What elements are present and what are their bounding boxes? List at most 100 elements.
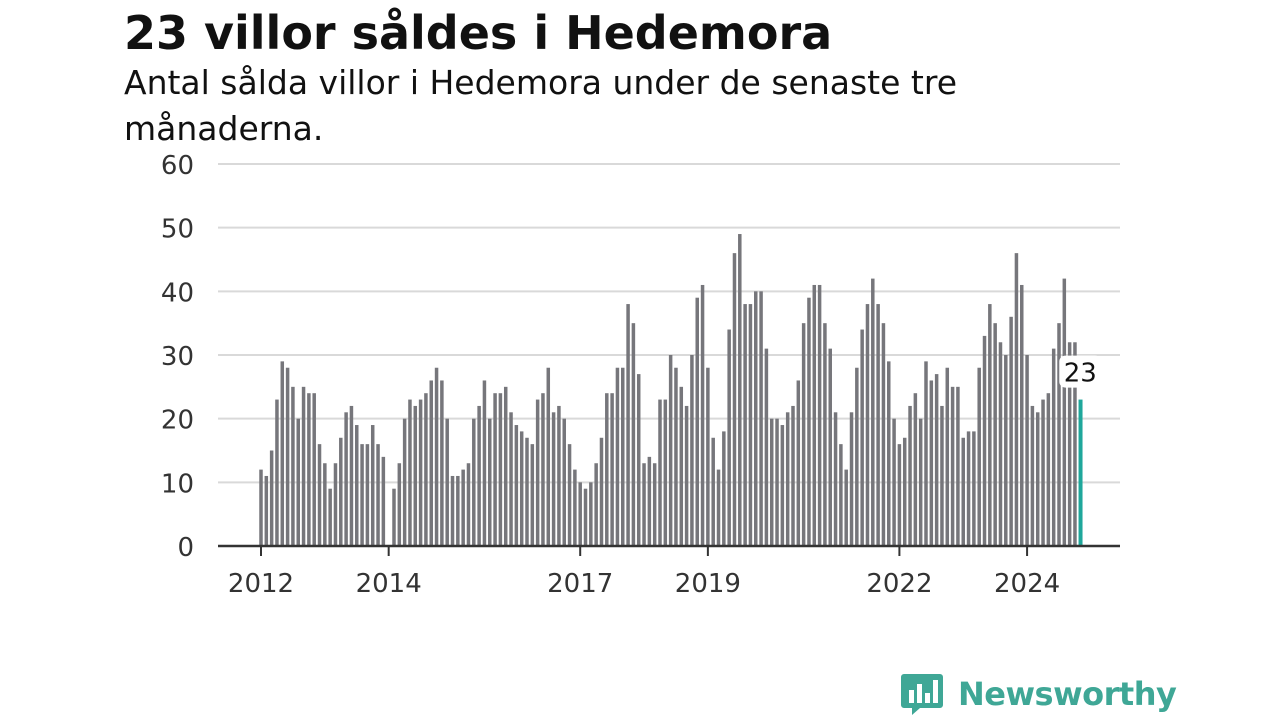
bar <box>961 437 965 546</box>
bar <box>498 393 503 546</box>
bar <box>913 393 918 546</box>
x-tick-label: 2024 <box>994 569 1060 599</box>
bar <box>450 475 455 546</box>
bar <box>945 367 950 546</box>
bar <box>785 412 790 546</box>
x-axis: 2012 2014 2017 2019 2022 2024 <box>218 544 1120 599</box>
bar <box>801 323 806 546</box>
bar <box>684 405 689 546</box>
bar <box>259 469 263 546</box>
bar <box>780 425 785 546</box>
bar <box>583 488 588 546</box>
bar <box>557 405 561 546</box>
bar <box>1067 342 1072 546</box>
x-tick-label: 2014 <box>356 569 422 599</box>
bar <box>567 444 572 546</box>
x-tick-label: 2017 <box>547 569 613 599</box>
bar <box>1009 316 1013 546</box>
bar <box>370 425 375 546</box>
y-tick-label: 10 <box>161 469 194 499</box>
bar <box>817 284 822 546</box>
bar <box>599 437 604 546</box>
y-tick-label: 20 <box>161 406 194 436</box>
bar <box>982 335 987 546</box>
bar <box>519 431 524 546</box>
bar <box>605 393 609 546</box>
bar <box>695 297 699 546</box>
bar <box>392 488 396 546</box>
bar <box>333 463 338 546</box>
bar <box>456 475 460 546</box>
bar <box>355 425 359 546</box>
bar <box>1014 253 1019 546</box>
bar <box>1062 278 1067 546</box>
bar <box>413 405 418 546</box>
bar <box>610 393 614 546</box>
bar <box>269 450 274 546</box>
bar <box>865 304 870 546</box>
bar <box>285 367 290 546</box>
y-tick-label: 30 <box>161 342 194 372</box>
bar <box>525 437 529 546</box>
bar <box>509 412 513 546</box>
bar <box>551 412 556 546</box>
bar <box>956 386 960 546</box>
bars <box>259 234 1083 547</box>
bar <box>754 291 758 546</box>
bar <box>972 431 976 546</box>
bar <box>950 386 955 546</box>
bar <box>1004 355 1008 546</box>
bar <box>562 418 566 546</box>
bar <box>642 463 646 546</box>
bar <box>998 342 1003 546</box>
bar <box>748 304 753 546</box>
bar <box>764 348 769 546</box>
bar <box>855 367 859 546</box>
bar <box>360 444 364 546</box>
bar <box>807 297 811 546</box>
bar <box>328 488 332 546</box>
bar <box>791 405 795 546</box>
bar <box>477 405 481 546</box>
bar <box>312 393 316 546</box>
y-tick-label: 40 <box>161 278 194 308</box>
bar <box>381 456 386 546</box>
bar <box>461 469 465 546</box>
bar <box>1041 399 1045 546</box>
bar <box>722 431 726 546</box>
bar <box>668 355 673 546</box>
bar <box>690 355 694 546</box>
bar <box>291 386 295 546</box>
bar <box>493 393 497 546</box>
bar <box>988 304 992 546</box>
highlight-value-label: 23 <box>1064 359 1097 389</box>
bar <box>445 418 449 546</box>
bar <box>966 431 971 546</box>
bar <box>833 412 838 546</box>
bar <box>424 393 428 546</box>
bar <box>871 278 875 546</box>
bar <box>434 367 439 546</box>
bar <box>402 418 407 546</box>
bar <box>296 418 300 546</box>
annotations: 23 <box>1059 355 1102 389</box>
bar <box>940 405 944 546</box>
bar <box>535 399 540 546</box>
bar <box>796 380 801 546</box>
bar <box>759 291 763 546</box>
bar <box>578 482 582 546</box>
bar <box>301 386 306 546</box>
bar <box>546 367 551 546</box>
bar <box>738 234 742 547</box>
bar <box>934 374 939 546</box>
bar-chart-icon <box>901 674 943 715</box>
bar <box>530 444 535 546</box>
bar <box>1073 342 1077 546</box>
bar <box>727 329 731 546</box>
bar <box>466 463 471 546</box>
bar <box>307 393 311 546</box>
bar <box>1025 355 1029 546</box>
bar <box>275 399 279 546</box>
bar <box>924 361 928 546</box>
